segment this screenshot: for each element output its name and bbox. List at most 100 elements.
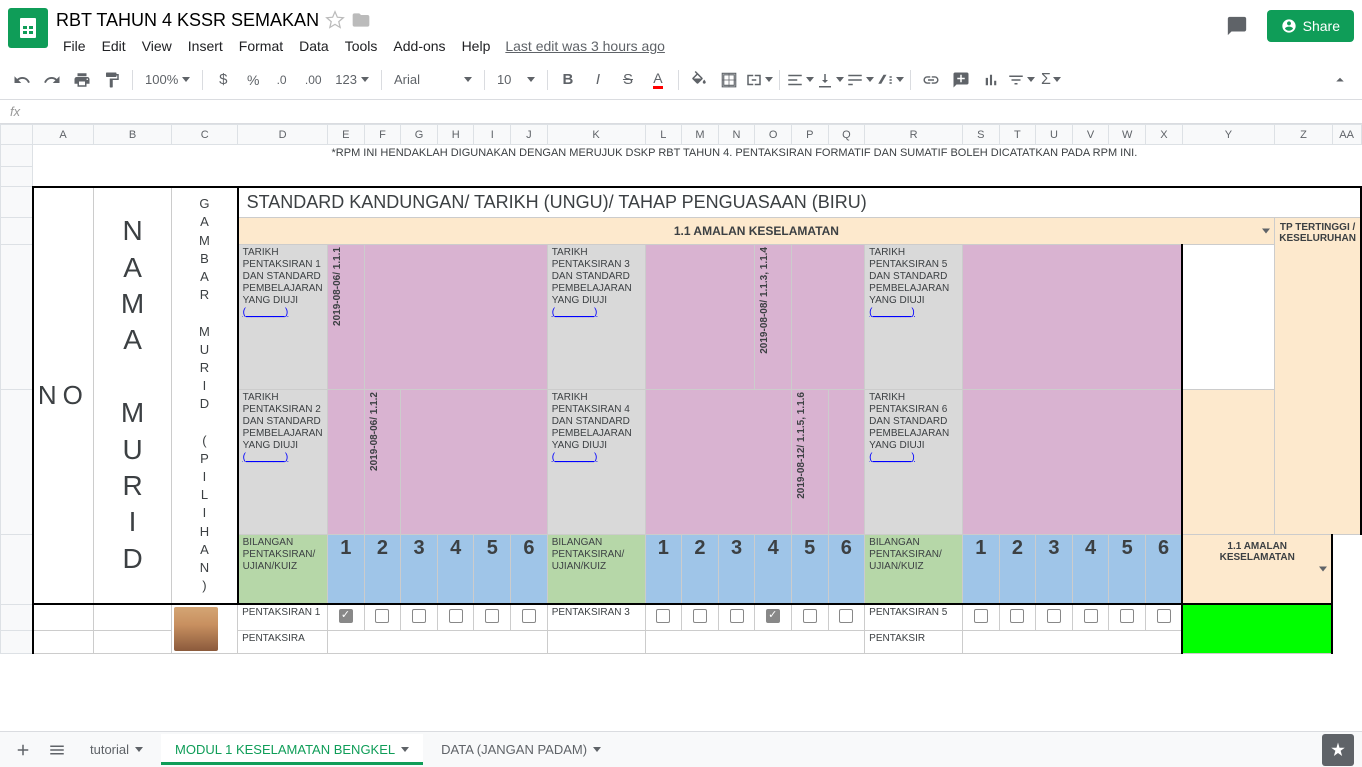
num-cell[interactable]: 4	[755, 534, 792, 604]
num-cell[interactable]: 5	[1109, 534, 1146, 604]
text-color-button[interactable]: A	[644, 66, 672, 94]
number-format-select[interactable]: 123	[329, 72, 375, 87]
col-header[interactable]: O	[755, 125, 792, 145]
num-cell[interactable]: 1	[962, 534, 999, 604]
pentaksiran-cell[interactable]: PENTAKSIR	[865, 630, 963, 653]
checkbox-cell[interactable]	[328, 604, 365, 630]
print-button[interactable]	[68, 66, 96, 94]
explore-button[interactable]	[1322, 734, 1354, 766]
collapse-toolbar-button[interactable]	[1326, 66, 1354, 94]
doc-title[interactable]: RBT TAHUN 4 KSSR SEMAKAN	[56, 10, 319, 31]
increase-decimal-button[interactable]: .00	[299, 66, 327, 94]
pentaksiran-cell[interactable]: PENTAKSIRAN 3	[547, 604, 645, 630]
num-cell[interactable]: 3	[401, 534, 438, 604]
undo-button[interactable]	[8, 66, 36, 94]
col-header[interactable]: X	[1146, 125, 1183, 145]
merge-button[interactable]	[745, 66, 773, 94]
standard-header[interactable]: STANDARD KANDUNGAN/ TARIKH (UNGU)/ TAHAP…	[238, 187, 1361, 218]
checkbox-cell[interactable]	[437, 604, 474, 630]
checkbox-cell[interactable]	[364, 604, 401, 630]
menu-insert[interactable]: Insert	[181, 34, 230, 58]
tarikh-4[interactable]: TARIKH PENTAKSIRAN 4 DAN STANDARD PEMBEL…	[547, 389, 645, 534]
col-header[interactable]: E	[328, 125, 365, 145]
col-header[interactable]: L	[645, 125, 682, 145]
menu-tools[interactable]: Tools	[338, 34, 385, 58]
halign-button[interactable]	[786, 66, 814, 94]
col-header[interactable]: R	[865, 125, 963, 145]
num-cell[interactable]: 6	[828, 534, 865, 604]
col-header[interactable]: V	[1072, 125, 1109, 145]
menu-file[interactable]: File	[56, 34, 93, 58]
link-button[interactable]	[917, 66, 945, 94]
col-header[interactable]: F	[364, 125, 401, 145]
col-header[interactable]: M	[682, 125, 719, 145]
col-header[interactable]: H	[437, 125, 474, 145]
menu-data[interactable]: Data	[292, 34, 336, 58]
checkbox-cell[interactable]	[755, 604, 792, 630]
comment-insert-button[interactable]	[947, 66, 975, 94]
tarikh-1[interactable]: TARIKH PENTAKSIRAN 1 DAN STANDARD PEMBEL…	[238, 244, 328, 389]
checkbox-cell[interactable]	[962, 604, 999, 630]
col-header[interactable]: K	[547, 125, 645, 145]
bilangan-3[interactable]: BILANGAN PENTAKSIRAN/ UJIAN/KUIZ	[865, 534, 963, 604]
last-edit[interactable]: Last edit was 3 hours ago	[505, 38, 665, 54]
formula-bar[interactable]: fx	[0, 100, 1362, 124]
zoom-select[interactable]: 100%	[139, 72, 196, 87]
borders-button[interactable]	[715, 66, 743, 94]
col-header[interactable]: I	[474, 125, 511, 145]
menu-addons[interactable]: Add-ons	[386, 34, 452, 58]
star-icon[interactable]	[325, 10, 345, 30]
col-header[interactable]: G	[401, 125, 438, 145]
checkbox-cell[interactable]	[682, 604, 719, 630]
checkbox-cell[interactable]	[1072, 604, 1109, 630]
num-cell[interactable]: 5	[791, 534, 828, 604]
pentaksiran-cell[interactable]: PENTAKSIRAN 1	[238, 604, 328, 630]
col-header[interactable]: U	[1036, 125, 1073, 145]
menu-format[interactable]: Format	[232, 34, 290, 58]
share-button[interactable]: Share	[1267, 10, 1354, 42]
bilangan-2[interactable]: BILANGAN PENTAKSIRAN/ UJIAN/KUIZ	[547, 534, 645, 604]
sheets-logo[interactable]	[8, 8, 48, 48]
checkbox-cell[interactable]	[828, 604, 865, 630]
folder-icon[interactable]	[351, 10, 371, 30]
select-all-corner[interactable]	[1, 125, 33, 145]
col-header[interactable]: Y	[1182, 125, 1275, 145]
checkbox-cell[interactable]	[718, 604, 755, 630]
checkbox-cell[interactable]	[645, 604, 682, 630]
pentaksiran-cell[interactable]: PENTAKSIRA	[238, 630, 328, 653]
menu-edit[interactable]: Edit	[95, 34, 133, 58]
checkbox-cell[interactable]	[474, 604, 511, 630]
italic-button[interactable]: I	[584, 66, 612, 94]
menu-help[interactable]: Help	[455, 34, 498, 58]
tarikh-3[interactable]: TARIKH PENTAKSIRAN 3 DAN STANDARD PEMBEL…	[547, 244, 645, 389]
row-header[interactable]	[1, 187, 33, 218]
col-header[interactable]: T	[999, 125, 1036, 145]
menu-view[interactable]: View	[135, 34, 179, 58]
checkbox-cell[interactable]	[999, 604, 1036, 630]
font-size-select[interactable]: 10	[491, 72, 541, 87]
col-header[interactable]: W	[1109, 125, 1146, 145]
col-header[interactable]: Q	[828, 125, 865, 145]
num-cell[interactable]: 3	[1036, 534, 1073, 604]
font-select[interactable]: Arial	[388, 72, 478, 87]
comments-button[interactable]	[1219, 8, 1255, 44]
col-header[interactable]: Z	[1275, 125, 1333, 145]
col-header[interactable]: S	[962, 125, 999, 145]
num-cell[interactable]: 4	[1072, 534, 1109, 604]
decrease-decimal-button[interactable]: .0	[269, 66, 297, 94]
chart-button[interactable]	[977, 66, 1005, 94]
col-header[interactable]: D	[238, 125, 328, 145]
row-header[interactable]	[1, 145, 33, 167]
num-cell[interactable]: 6	[1146, 534, 1183, 604]
section-header[interactable]: 1.1 AMALAN KESELAMATAN	[238, 217, 1275, 244]
col-header[interactable]: P	[791, 125, 828, 145]
result-cell[interactable]	[1182, 604, 1332, 654]
checkbox-cell[interactable]	[1146, 604, 1183, 630]
grid-area[interactable]: A B C D E F G H I J K L M N O P Q R S T …	[0, 124, 1362, 731]
col-header[interactable]: B	[93, 125, 172, 145]
paint-format-button[interactable]	[98, 66, 126, 94]
redo-button[interactable]	[38, 66, 66, 94]
bilangan-1[interactable]: BILANGAN PENTAKSIRAN/ UJIAN/KUIZ	[238, 534, 328, 604]
num-cell[interactable]: 1	[645, 534, 682, 604]
pentaksiran-cell[interactable]: PENTAKSIRAN 5	[865, 604, 963, 630]
